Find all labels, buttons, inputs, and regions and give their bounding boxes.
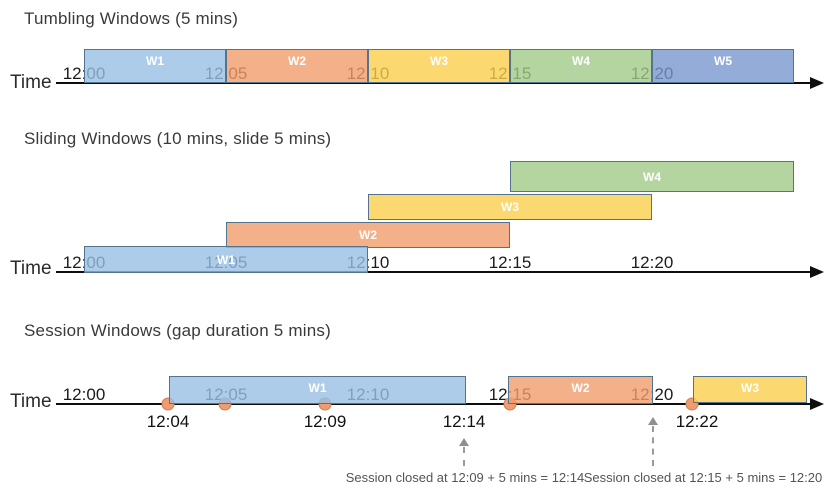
session-window-w2: W2 xyxy=(508,376,653,404)
window-label: W2 xyxy=(288,54,306,68)
tumbling-window-w5: W5 xyxy=(652,49,794,83)
window-label: W3 xyxy=(501,200,519,214)
session-tick: 12:00 xyxy=(62,385,106,404)
session-window-w3: W3 xyxy=(693,376,807,403)
sliding-axis-arrowhead-icon xyxy=(810,266,824,278)
sliding-window-w4: W4 xyxy=(510,161,794,192)
window-label: W1 xyxy=(217,252,235,267)
sliding-time-axis-label: Time xyxy=(10,258,52,279)
window-label: W2 xyxy=(571,381,590,395)
session-closed-annotation: Session closed at 12:15 + 5 mins = 12:20 xyxy=(583,470,823,485)
session-closed-arrow-icon xyxy=(459,438,469,466)
window-label: W1 xyxy=(308,381,327,395)
event-time-label: 12:09 xyxy=(303,412,347,431)
window-label: W3 xyxy=(430,54,448,68)
event-time-label: 12:04 xyxy=(146,412,190,431)
window-label: W3 xyxy=(741,381,759,395)
session-axis-arrowhead-icon xyxy=(810,398,824,410)
session-time-axis-label: Time xyxy=(10,391,52,412)
sliding-title: Sliding Windows (10 mins, slide 5 mins) xyxy=(24,129,332,148)
window-label: W2 xyxy=(359,228,377,242)
window-label: W4 xyxy=(572,54,590,68)
tumbling-time-axis-label: Time xyxy=(10,72,52,93)
session-title: Session Windows (gap duration 5 mins) xyxy=(24,321,331,340)
window-label: W1 xyxy=(146,54,164,68)
tumbling-time-axis xyxy=(56,82,812,84)
sliding-tick: 12:15 xyxy=(488,253,532,272)
event-time-label: 12:22 xyxy=(675,412,719,431)
window-label: W5 xyxy=(714,54,732,68)
window-label: W4 xyxy=(643,169,661,184)
sliding-window-w2: W2 xyxy=(226,222,510,248)
sliding-window-w1: W1 xyxy=(84,246,368,273)
tumbling-window-w4: W4 xyxy=(510,49,652,83)
tumbling-title: Tumbling Windows (5 mins) xyxy=(24,9,239,28)
session-time-axis xyxy=(56,403,812,405)
session-window-w1: W1 xyxy=(169,376,466,404)
session-closed-annotation: Session closed at 12:09 + 5 mins = 12:14 xyxy=(345,470,585,485)
sliding-window-w3: W3 xyxy=(368,194,652,220)
sliding-time-axis xyxy=(56,271,812,273)
session-closed-arrow-icon xyxy=(648,417,658,466)
sliding-tick: 12:20 xyxy=(630,253,674,272)
tumbling-window-w3: W3 xyxy=(368,49,510,83)
tumbling-window-w2: W2 xyxy=(226,49,368,83)
event-time-label: 12:14 xyxy=(442,412,486,431)
tumbling-window-w1: W1 xyxy=(84,49,226,83)
tumbling-axis-arrowhead-icon xyxy=(810,77,824,89)
